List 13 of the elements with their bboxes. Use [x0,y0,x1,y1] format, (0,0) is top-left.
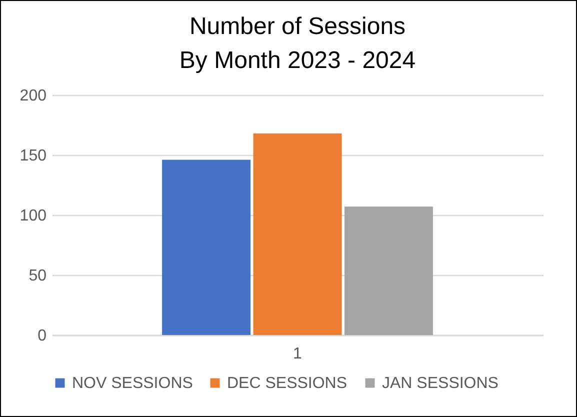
legend-label: NOV SESSIONS [72,375,193,392]
y-tick-label: 50 [28,268,47,284]
x-tick-label: 1 [293,346,302,362]
legend-label: JAN SESSIONS [382,375,498,392]
y-tick-label: 200 [20,88,47,104]
chart-title: Number of Sessions By Month 2023 - 2024 [179,13,416,74]
bar [344,206,433,335]
bar [162,160,251,335]
y-tick-label: 100 [20,208,47,224]
legend-label: DEC SESSIONS [227,375,348,392]
y-tick-label: 0 [38,328,47,344]
y-tick-label: 150 [20,148,47,164]
bar [253,133,342,335]
